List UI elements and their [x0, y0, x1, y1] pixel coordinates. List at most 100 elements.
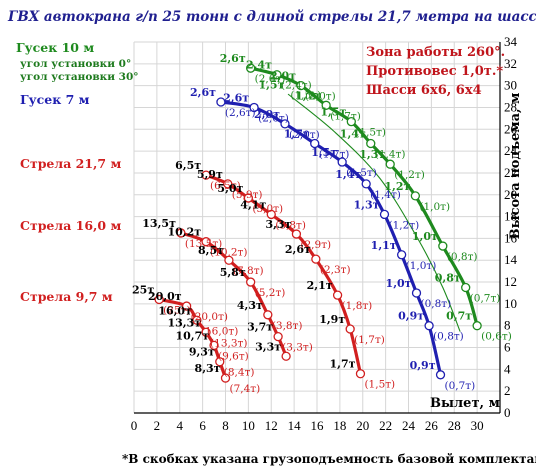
series	[154, 63, 482, 383]
data-point	[154, 294, 164, 305]
y-tick-label: 24	[504, 143, 518, 158]
data-label-base: (1,4т)	[375, 148, 406, 160]
series-line	[287, 93, 461, 332]
data-point	[355, 369, 366, 379]
y-tick-label: 26	[504, 121, 518, 136]
data-label: 16,0т	[158, 304, 192, 317]
data-label: 2,0т	[270, 70, 296, 83]
data-label: 1,0т	[412, 230, 438, 243]
data-label-base: (25т)	[163, 305, 190, 317]
x-tick-label: 24	[402, 418, 416, 433]
data-label: 1,5т	[311, 146, 337, 159]
data-label: 0,9т	[398, 310, 424, 323]
data-label-base: (5,2т)	[255, 287, 286, 299]
data-label: 1,9т	[319, 313, 345, 326]
data-label: 4,3т	[237, 299, 263, 312]
data-label-base: (7,4т)	[230, 383, 261, 395]
data-label: 1,1т	[371, 239, 397, 252]
y-tick-label: 12	[504, 274, 517, 289]
y-axis-label: Высота подъема, м	[508, 93, 523, 240]
data-point	[396, 250, 407, 260]
data-label-base: (1,7т)	[354, 334, 385, 346]
data-label-base: (2,6т)	[258, 112, 289, 124]
y-tick-label: 4	[504, 361, 511, 376]
data-label-base: (0,8т)	[433, 331, 464, 343]
x-tick-label: 6	[199, 418, 206, 433]
x-tick-label: 22	[379, 418, 392, 433]
data-label: 0,7т	[446, 310, 472, 323]
data-label: 2,0т	[254, 108, 280, 121]
data-point	[337, 157, 347, 167]
data-label: 6,5т	[175, 159, 201, 172]
x-tick-label: 30	[471, 418, 484, 433]
y-tick-label: 8	[504, 318, 511, 333]
data-label-base: (2,0т)	[305, 91, 336, 103]
data-point	[438, 241, 448, 251]
data-label: 2,6т	[190, 86, 216, 99]
legend-boom-9: Стрела 9,7 м	[20, 289, 113, 304]
data-label: 0,9т	[410, 359, 436, 372]
data-label: 4,1т	[240, 198, 266, 211]
data-point	[216, 97, 226, 107]
legend-boom-16: Стрела 16,0 м	[20, 218, 121, 233]
x-tick-label: 16	[311, 418, 325, 433]
data-point	[266, 209, 276, 220]
info-counterweight: Противовес 1,0т.*	[366, 64, 503, 79]
data-label-base: (13,3т)	[210, 337, 247, 349]
data-label-base: (16,0т)	[201, 325, 238, 337]
data-point	[223, 179, 233, 189]
data-label-base: (1,8т)	[342, 300, 373, 312]
y-tick-label: 18	[504, 209, 517, 224]
data-label-base: (10,2т)	[210, 247, 247, 259]
data-label-base: (7,8т)	[233, 265, 264, 277]
data-label-base: (5,0т)	[252, 203, 283, 215]
y-tick-label: 28	[504, 99, 517, 114]
y-tick-label: 16	[504, 230, 518, 245]
data-label: 20,0т	[148, 290, 182, 303]
data-label: 1,4т	[340, 127, 366, 140]
y-tick-label: 34	[504, 34, 518, 49]
axes: 0 2 4 6 8 10 12 14 16 18 20 22 24 26 28 300246810121416…	[131, 34, 518, 433]
data-label-base: (1,7т)	[330, 110, 361, 122]
data-point	[385, 159, 395, 169]
data-label: 3,3т	[265, 218, 291, 231]
data-point	[201, 237, 211, 247]
data-point	[273, 331, 283, 342]
data-label-base: (13,5т)	[185, 238, 222, 250]
data-label-base: (2,4т)	[281, 80, 312, 92]
data-labels: 2,6т(2,6т)2,4т(2,4т)2,0т(2,0т)1,7т(1,7т)…	[132, 52, 512, 395]
data-label: 1,5т	[320, 106, 346, 119]
data-label: 3,3т	[255, 340, 281, 353]
data-label-base: (2,3т)	[320, 264, 351, 276]
data-label: 2,4т	[246, 59, 272, 72]
data-label-base: (1,7т)	[319, 148, 350, 160]
data-point	[310, 138, 320, 149]
data-label: 5,0т	[217, 182, 243, 195]
data-point	[220, 373, 231, 383]
data-label: 10,2т	[167, 226, 201, 239]
data-label: 1,0т	[386, 277, 412, 290]
data-label-base: (8,4т)	[224, 367, 255, 379]
x-tick-label: 12	[265, 418, 278, 433]
data-label: 1,3т	[354, 198, 380, 211]
data-point	[472, 321, 482, 331]
data-point	[280, 119, 290, 129]
y-tick-label: 22	[504, 165, 517, 180]
data-label-base: (3,8т)	[272, 320, 303, 332]
data-point	[379, 209, 390, 220]
data-point	[435, 370, 446, 380]
y-tick-label: 10	[504, 296, 517, 311]
data-label-base: (0,6т)	[481, 331, 512, 343]
data-point	[311, 254, 321, 264]
data-label-base: (3,8т)	[275, 219, 306, 231]
y-tick-label: 32	[504, 56, 517, 71]
data-label-base: (1,5т)	[346, 167, 377, 179]
data-label: 5,9т	[197, 168, 223, 181]
data-label-base: (1,4т)	[370, 189, 401, 201]
data-label-base: (6,5т)	[210, 180, 241, 192]
data-label-base: (1,0т)	[419, 201, 450, 213]
data-point	[181, 301, 192, 311]
data-point	[246, 277, 256, 287]
legend-jib-10: Гусек 10 м	[16, 40, 94, 55]
data-label-base: (2,6т)	[225, 107, 256, 119]
